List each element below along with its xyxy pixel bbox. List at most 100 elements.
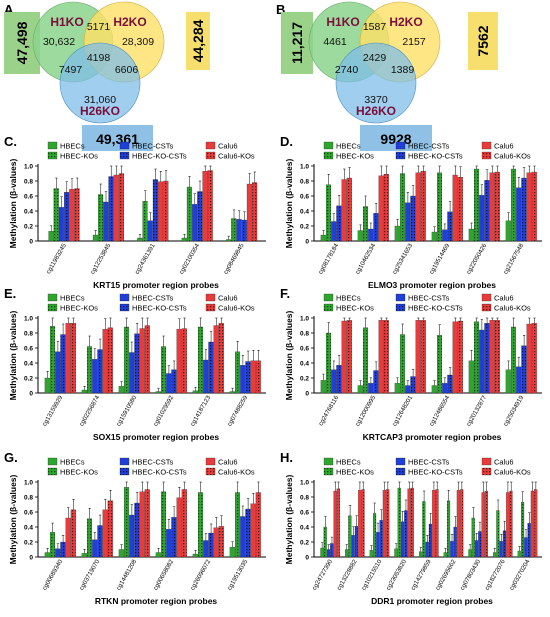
bar [416,320,421,393]
bar [511,169,516,241]
bar [411,488,414,557]
y-tick-label: 0 [29,391,33,398]
bar [355,526,358,557]
legend-label: Calu6 [494,458,514,467]
bar [140,492,145,557]
bar [145,326,150,394]
bar [405,386,410,394]
venn-count-h1ko-h2ko: 5171 [87,21,111,33]
bar [460,490,463,558]
bar [532,172,537,241]
bar [362,490,365,558]
bar [69,189,74,241]
bar [419,552,422,557]
bar [251,361,256,393]
legend-swatch [120,142,129,149]
bar [516,367,521,393]
venn-count-h2ko-h26ko: 6606 [115,64,139,76]
bar [358,231,363,242]
bar [124,487,129,557]
legend-swatch [396,304,405,311]
bar [363,328,368,393]
legend-label: HBEC-CSTs [408,142,450,151]
bar [119,550,124,558]
bar [153,180,158,242]
legend-swatch [324,152,333,159]
y-tick-label: 0.4 [300,525,309,532]
bar [66,518,71,557]
bar [187,187,192,241]
legend-label: HBECs [60,458,85,467]
legend-label: HBEC-CSTs [408,294,450,303]
bar [203,171,208,241]
legend-swatch [324,142,333,149]
legend-label: HBEC-CSTs [408,458,450,467]
bar [326,185,331,241]
legend-label: Calu6-KOs [494,304,531,313]
x-axis-label: DDR1 promoter region probes [371,596,493,606]
bar [432,386,437,394]
venn-count-h1ko-only: 30,632 [43,36,75,48]
bar [478,532,481,558]
bar [532,323,537,393]
bar [93,235,98,241]
bar [522,178,527,241]
venn-count-h26ko-only: 31,060 [84,94,116,106]
bar [156,553,161,558]
y-tick-label: 0.6 [300,194,309,201]
legend-label: HBEC-KO-CSTs [408,152,463,161]
y-tick-label: 1.0 [24,480,33,487]
bar [55,549,60,557]
legend-swatch [396,458,405,465]
bar [426,542,429,557]
bar [71,510,76,557]
bar [161,492,166,557]
bar [124,327,129,393]
bar-chart-e: E. HBECs HBEC-CSTs Calu6HBEC-KOs HBEC-KO-CST… [4,286,266,442]
bar [182,490,187,558]
x-tick-label: cg10215510 [360,558,383,591]
y-tick-label: 0.2 [300,540,309,547]
x-tick-label: cg14481208 [115,558,138,591]
bar [469,229,474,241]
bar [506,221,511,241]
bar [404,511,407,558]
legend-label: HBEC-KO-CSTs [408,468,463,477]
legend-swatch [482,458,491,465]
x-tick-label: cg00658082 [152,558,175,591]
bar [395,226,400,241]
y-axis-label: Methylation (β-values) [284,310,294,400]
y-tick-label: 1.0 [24,316,33,323]
bar [411,196,416,241]
bar [380,520,383,557]
legend-swatch [396,468,405,475]
x-tick-label: cg10462534 [354,242,377,275]
y-tick-label: 0.6 [300,510,309,517]
bar [453,175,458,241]
bar [442,230,447,241]
bar [163,181,168,241]
bar-chart-h: H. HBECs HBEC-CSTs Calu6HBEC-KOs HBEC-KO-CST… [280,450,542,606]
bar [342,321,347,393]
bar [345,550,348,558]
bar [379,176,384,241]
venn-count-all: 4198 [87,52,111,64]
bar [469,550,472,558]
bar [242,220,247,241]
venn-count-h1ko-h26ko: 2740 [335,64,359,76]
bar [482,493,485,558]
bar [129,515,134,557]
panel-letter: G. [4,450,18,465]
bar [137,238,142,241]
bar [61,542,66,557]
bar [108,501,113,557]
total-h1ko: 11,217 [289,22,305,64]
bar [405,203,410,241]
legend-label: Calu6 [218,294,238,303]
legend-swatch [324,294,333,301]
bar [347,320,352,393]
bar [198,327,203,393]
bar-chart-g: G. HBECs HBEC-CSTs Calu6HBEC-KOs HBEC-KO-CST… [4,450,266,606]
bar [432,490,435,557]
